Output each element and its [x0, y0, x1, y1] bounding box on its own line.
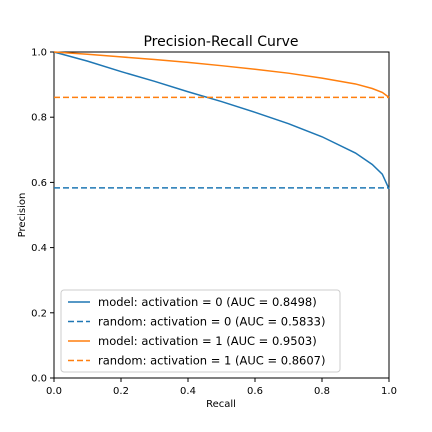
plot-frame	[53, 51, 390, 379]
legend-label-1: random: activation = 0 (AUC = 0.5833)	[98, 315, 325, 329]
x-tick-label: 1.0	[381, 386, 397, 397]
y-tick-label: 0.0	[31, 374, 47, 385]
y-tick-label: 1.0	[31, 48, 47, 59]
legend-label-2: model: activation = 1 (AUC = 0.9503)	[98, 334, 317, 348]
y-tick-label: 0.2	[31, 308, 47, 319]
legend-box	[60, 289, 341, 373]
chart-title: Precision-Recall Curve	[143, 34, 298, 50]
y-tick-label: 0.8	[31, 113, 47, 124]
series-2-line	[53, 51, 390, 99]
y-axis: 0.0 0.2 0.4 0.6 0.8 1.0	[31, 48, 54, 385]
x-tick-label: 0.0	[46, 386, 62, 397]
y-tick-label: 0.4	[31, 243, 47, 254]
x-axis: 0.0 0.2 0.4 0.6 0.8 1.0	[46, 378, 397, 397]
series-0-line	[53, 51, 390, 190]
y-tick-label: 0.6	[31, 178, 47, 189]
y-axis-label: Precision	[17, 193, 28, 238]
legend-label-0: model: activation = 0 (AUC = 0.8498)	[98, 295, 317, 309]
legend: model: activation = 0 (AUC = 0.8498) rand…	[60, 289, 341, 373]
x-tick-label: 0.8	[314, 386, 330, 397]
x-tick-label: 0.2	[113, 386, 129, 397]
x-tick-label: 0.4	[180, 386, 196, 397]
x-tick-label: 0.6	[247, 386, 263, 397]
legend-label-3: random: activation = 1 (AUC = 0.8607)	[98, 354, 325, 368]
x-axis-label: Recall	[206, 399, 236, 410]
series-layer	[53, 51, 390, 190]
plot-area	[53, 51, 390, 379]
